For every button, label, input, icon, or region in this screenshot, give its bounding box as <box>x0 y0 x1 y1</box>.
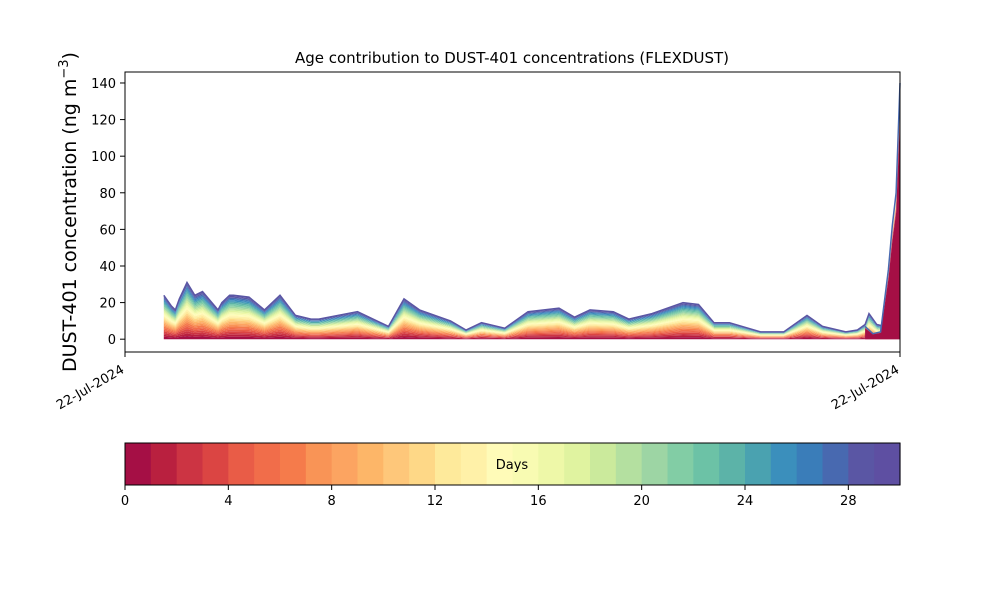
colorbar-segment-27 <box>822 443 849 485</box>
age-band-13 <box>163 309 901 336</box>
colorbar-segment-6 <box>280 443 307 485</box>
y-tick-label-0: 0 <box>108 333 116 348</box>
colorbar-segment-9 <box>357 443 384 485</box>
colorbar-frame <box>124 442 901 486</box>
colorbar-segment-25 <box>770 443 798 485</box>
colorbar: 0 4 8 12 16 20 24 28 <box>121 442 901 509</box>
y-axis: 0 20 40 60 80 100 120 140 <box>91 77 125 348</box>
colorbar-segment-5 <box>254 443 281 485</box>
age-band-6 <box>163 322 901 338</box>
age-band-8 <box>163 318 901 337</box>
age-band-3 <box>163 329 901 339</box>
plot-frame <box>124 71 901 353</box>
age-band-1 <box>163 333 901 339</box>
colorbar-segment-19 <box>615 443 643 485</box>
colorbar-segment-15 <box>512 443 539 485</box>
spike-outline <box>864 82 901 335</box>
colorbar-segment-3 <box>202 443 229 485</box>
colorbar-segment-29 <box>874 443 901 485</box>
colorbar-segment-17 <box>564 443 591 485</box>
y-axis-label-superscript: −3 <box>57 59 72 78</box>
y-tick-label-20: 20 <box>99 297 116 312</box>
age-band-11 <box>163 313 901 337</box>
x-tick-label-1: 22-Jul-2024 <box>829 362 902 413</box>
colorbar-tick-label-0: 0 <box>121 494 129 509</box>
y-tick-label-80: 80 <box>99 187 116 202</box>
colorbar-segment-4 <box>228 443 255 485</box>
colorbar-tick-label-8: 8 <box>328 494 336 509</box>
colorbar-tick-label-20: 20 <box>633 494 650 509</box>
plot-area <box>163 82 901 340</box>
colorbar-segment-0 <box>125 443 152 485</box>
colorbar-segment-8 <box>331 443 359 485</box>
colorbar-segment-14 <box>486 443 514 485</box>
colorbar-segment-1 <box>150 443 178 485</box>
colorbar-segment-7 <box>305 443 333 485</box>
age-band-10 <box>163 315 901 337</box>
colorbar-segment-18 <box>590 443 617 485</box>
colorbar-tick-label-4: 4 <box>224 494 232 509</box>
total-outline <box>163 280 901 333</box>
colorbar-segment-22 <box>693 443 720 485</box>
age-band-9 <box>163 316 901 337</box>
y-axis-label: DUST-401 concentration (ng m−3) <box>57 52 81 372</box>
y-tick-label-40: 40 <box>99 260 116 275</box>
spike-band-0 <box>865 117 900 340</box>
colorbar-tick-label-16: 16 <box>530 494 547 509</box>
y-tick-label-100: 100 <box>91 150 116 165</box>
colorbar-tick-label-24: 24 <box>737 494 754 509</box>
colorbar-segment-11 <box>409 443 436 485</box>
colorbar-tick-label-28: 28 <box>840 494 857 509</box>
y-tick-label-60: 60 <box>99 223 116 238</box>
colorbar-segment-20 <box>641 443 669 485</box>
age-band-5 <box>163 324 901 338</box>
colorbar-segment-21 <box>667 443 694 485</box>
colorbar-segment-28 <box>848 443 875 485</box>
colorbar-segment-13 <box>460 443 488 485</box>
y-axis-label-close: ) <box>59 52 81 59</box>
chart-title: Age contribution to DUST-401 concentrati… <box>295 49 729 67</box>
age-band-2 <box>163 331 901 339</box>
colorbar-label: Days <box>496 458 529 473</box>
colorbar-segment-10 <box>383 443 410 485</box>
age-band-4 <box>163 326 901 338</box>
colorbar-segment-26 <box>796 443 824 485</box>
colorbar-segment-12 <box>435 443 462 485</box>
y-tick-label-140: 140 <box>91 77 116 92</box>
y-tick-label-120: 120 <box>91 114 116 129</box>
age-band-14 <box>163 307 901 336</box>
age-band-0 <box>163 336 901 340</box>
colorbar-segment-16 <box>538 443 565 485</box>
colorbar-segment-2 <box>176 443 204 485</box>
age-band-7 <box>163 320 901 338</box>
colorbar-segment-24 <box>745 443 772 485</box>
age-band-12 <box>163 311 901 336</box>
x-axis: 22-Jul-2024 22-Jul-2024 <box>54 352 902 413</box>
colorbar-segment-23 <box>719 443 746 485</box>
y-axis-label-main: DUST-401 concentration (ng m <box>59 79 81 372</box>
colorbar-tick-label-12: 12 <box>427 494 444 509</box>
